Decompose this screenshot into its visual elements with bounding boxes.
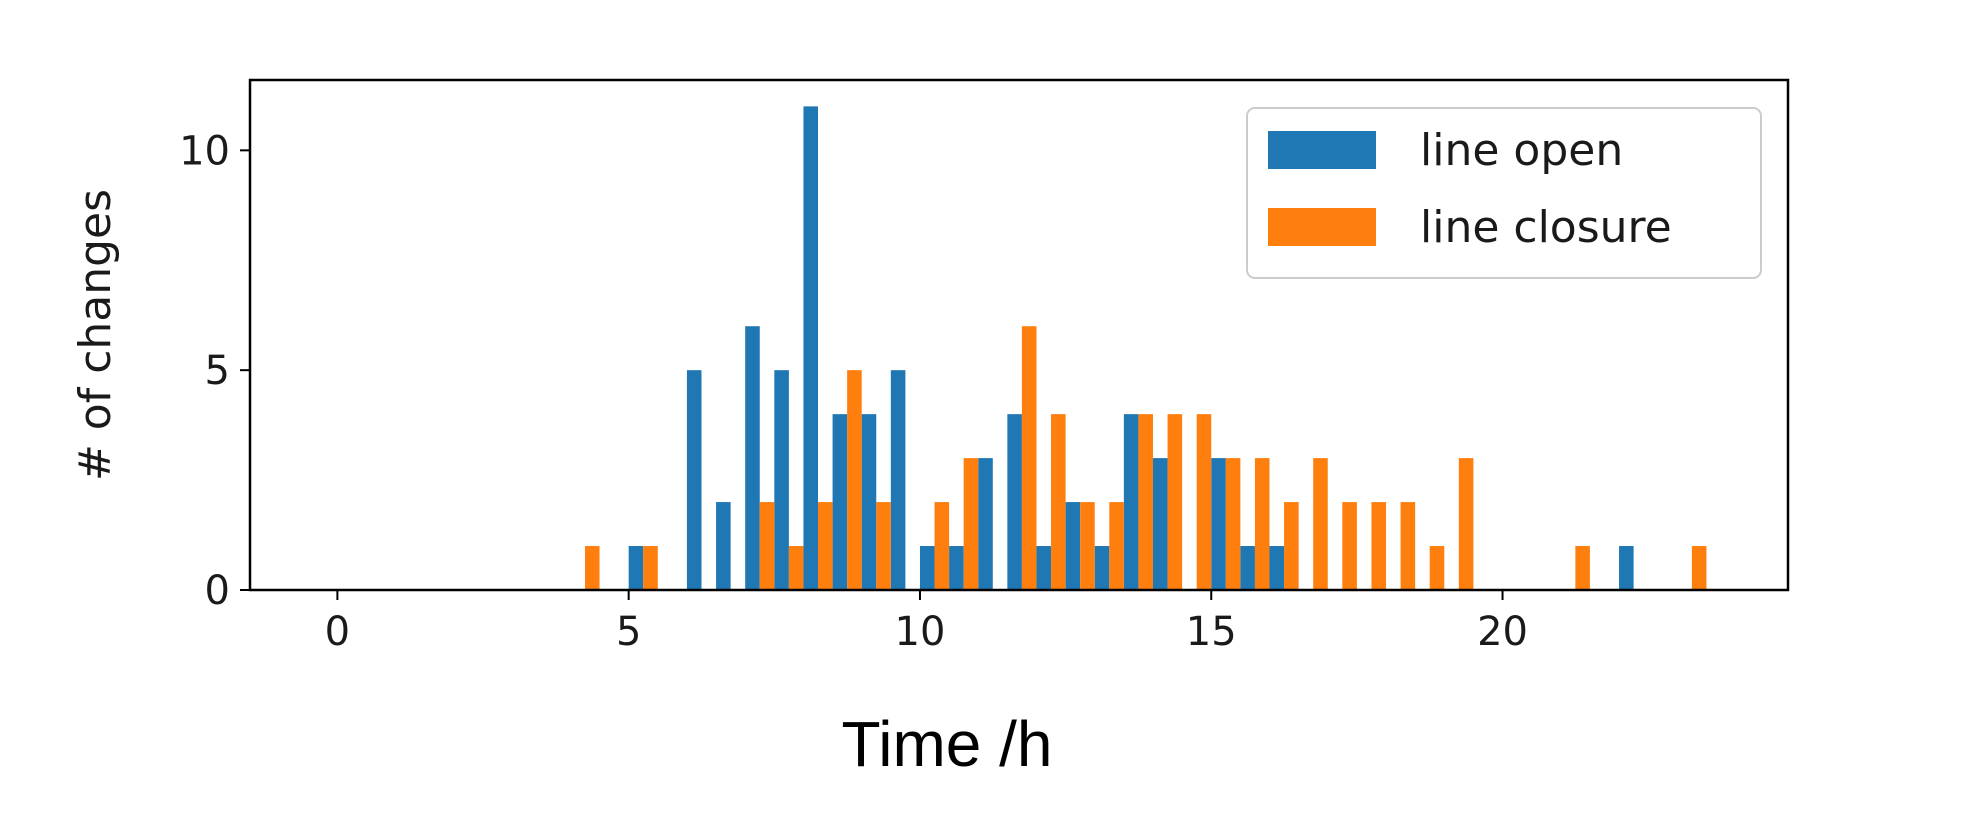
plot-area-frame xyxy=(248,78,1790,592)
bar-line-open xyxy=(1269,546,1285,590)
bar-line-closure xyxy=(818,502,833,590)
y-tick-label: 0 xyxy=(205,568,230,614)
bar-line-open xyxy=(1036,546,1052,590)
bar-line-closure xyxy=(934,502,950,590)
bar-line-open xyxy=(949,546,964,590)
bar-line-closure xyxy=(1021,326,1037,590)
bar-line-closure xyxy=(1138,414,1153,590)
bar-line-open xyxy=(861,414,877,590)
legend-label-line-open: line open xyxy=(1420,125,1623,176)
bar-line-closure xyxy=(1109,502,1124,590)
bar-line-open xyxy=(978,458,993,590)
bar-line-open xyxy=(803,106,819,590)
x-axis-ticks: 0 5 10 15 20 xyxy=(325,590,1528,655)
bar-line-closure xyxy=(584,546,600,590)
bar-line-open xyxy=(1211,458,1226,590)
bar-line-closure xyxy=(1284,502,1299,590)
bar-line-open xyxy=(774,370,789,590)
bar-line-open xyxy=(716,502,731,590)
bar-line-closure xyxy=(1313,458,1328,590)
bar-line-closure xyxy=(1458,458,1474,590)
bar-line-open xyxy=(745,326,760,590)
legend-label-line-closure: line closure xyxy=(1420,202,1672,253)
x-tick-label: 0 xyxy=(325,609,350,655)
bar-line-open xyxy=(1240,546,1255,590)
bar-line-closure xyxy=(759,502,775,590)
legend-swatch-line-closure xyxy=(1268,208,1376,246)
x-axis-label: Time /h xyxy=(842,708,1053,780)
bar-line-open xyxy=(890,370,906,590)
y-tick-label: 5 xyxy=(205,348,230,394)
bar-line-closure xyxy=(1080,502,1095,590)
bar-line-open xyxy=(919,546,935,590)
bar-line-closure xyxy=(1342,502,1357,590)
bar-line-open xyxy=(1094,546,1110,590)
y-axis-label: # of changes xyxy=(70,189,121,481)
bar-line-open xyxy=(686,370,702,590)
bar-line-closure xyxy=(876,502,891,590)
bar-line-closure xyxy=(963,458,979,590)
bar-line-closure xyxy=(1254,458,1270,590)
bar-line-open xyxy=(832,414,848,590)
bar-line-open xyxy=(1619,546,1634,590)
x-tick-label: 15 xyxy=(1186,609,1237,655)
bar-line-closure xyxy=(1225,458,1241,590)
bar-line-open xyxy=(628,546,644,590)
bar-line-closure xyxy=(847,370,862,590)
x-tick-label: 5 xyxy=(616,609,641,655)
bar-line-closure xyxy=(1167,414,1183,590)
bar-line-closure xyxy=(1051,414,1066,590)
bar-line-closure xyxy=(1575,546,1590,590)
bar-line-closure xyxy=(1429,546,1445,590)
bar-line-closure xyxy=(788,546,804,590)
bar-line-open xyxy=(1123,414,1139,590)
bars-layer xyxy=(584,106,1707,590)
bar-line-open xyxy=(1007,414,1022,590)
bar-line-closure xyxy=(1400,502,1416,590)
legend-swatch-line-open xyxy=(1268,131,1376,169)
bar-line-closure xyxy=(1371,502,1387,590)
bar-line-open xyxy=(1065,502,1081,590)
legend: line open line closure xyxy=(1246,107,1762,279)
y-tick-label: 10 xyxy=(179,128,230,174)
x-tick-label: 10 xyxy=(895,609,946,655)
bar-line-closure xyxy=(643,546,658,590)
x-tick-label: 20 xyxy=(1477,609,1528,655)
bar-line-closure xyxy=(1196,414,1212,590)
bar-line-closure xyxy=(1691,546,1707,590)
y-axis-ticks: 0 5 10 xyxy=(179,128,250,614)
bar-line-open xyxy=(1152,458,1168,590)
